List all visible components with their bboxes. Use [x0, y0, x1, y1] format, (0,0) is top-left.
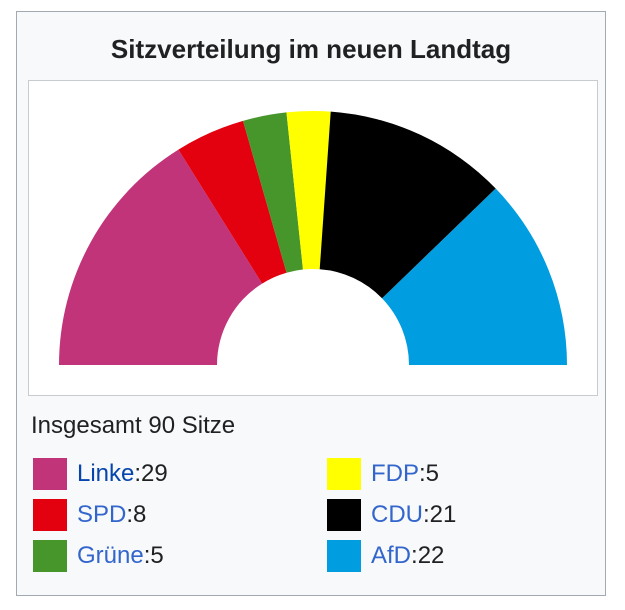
- legend-swatch-cdu: [327, 499, 361, 531]
- party-link-gruene[interactable]: Grüne: [77, 542, 144, 569]
- party-link-fdp[interactable]: FDP: [371, 460, 419, 487]
- legend-value-linke: 29: [141, 460, 168, 487]
- seat-segment-gruene: [242, 112, 303, 273]
- seat-distribution-chart: [59, 111, 567, 365]
- legend-item-spd: SPD: 8: [33, 499, 146, 531]
- infobox: Sitzverteilung im neuen Landtag Insgesam…: [16, 11, 606, 596]
- legend-item-fdp: FDP: 5: [327, 458, 439, 490]
- legend-value-spd: 8: [133, 501, 147, 528]
- party-link-linke[interactable]: Linke: [77, 460, 135, 487]
- seat-segment-linke: [59, 149, 263, 365]
- legend-swatch-linke: [33, 458, 67, 490]
- seat-segment-spd: [178, 120, 287, 284]
- legend-sep: :: [143, 542, 151, 569]
- party-link-cdu[interactable]: CDU: [371, 501, 423, 528]
- legend: Linke: 29 SPD: 8 Grüne: 5 FDP: 5 CDU: 21…: [33, 458, 593, 588]
- legend-item-afd: AfD: 22: [327, 540, 444, 572]
- legend-value-cdu: 21: [429, 501, 457, 528]
- seat-segment-fdp: [286, 111, 331, 270]
- legend-swatch-fdp: [327, 458, 361, 490]
- seat-segment-afd: [382, 188, 567, 365]
- total-seats-label: Insgesamt 90 Sitze: [31, 412, 236, 439]
- legend-item-linke: Linke: 29: [33, 458, 168, 490]
- legend-sep: :: [126, 501, 134, 528]
- legend-value-gruene: 5: [150, 542, 164, 569]
- legend-swatch-gruene: [33, 540, 67, 572]
- legend-item-gruene: Grüne: 5: [33, 540, 164, 572]
- legend-swatch-afd: [327, 540, 361, 572]
- chart-frame: [28, 80, 598, 396]
- legend-sep: :: [411, 542, 418, 569]
- legend-sep: :: [134, 460, 142, 487]
- legend-sep: :: [423, 501, 430, 528]
- legend-sep: :: [419, 460, 426, 487]
- chart-title: Sitzverteilung im neuen Landtag: [110, 34, 512, 64]
- party-link-spd[interactable]: SPD: [77, 501, 127, 528]
- legend-value-fdp: 5: [425, 460, 440, 487]
- seat-segment-cdu: [319, 111, 496, 299]
- legend-value-afd: 22: [417, 542, 445, 569]
- legend-item-cdu: CDU: 21: [327, 499, 456, 531]
- party-link-afd[interactable]: AfD: [371, 542, 412, 569]
- legend-swatch-spd: [33, 499, 67, 531]
